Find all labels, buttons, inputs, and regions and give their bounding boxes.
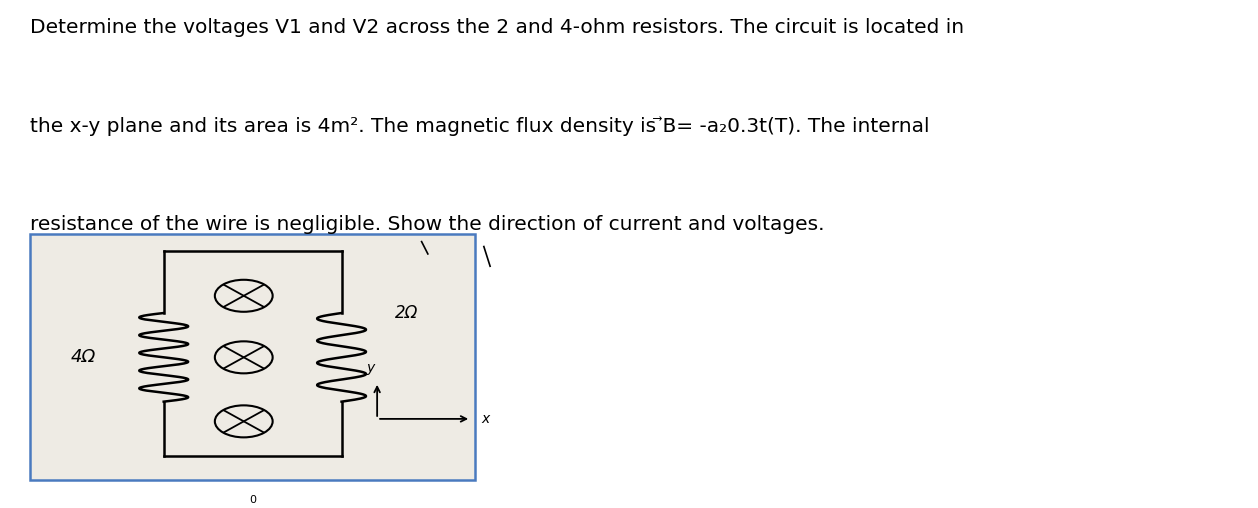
- Bar: [30, 234, 476, 481]
- Text: resistance of the wire is negligible. Show the direction of current and voltages: resistance of the wire is negligible. Sh…: [30, 214, 825, 234]
- Text: x: x: [481, 412, 489, 426]
- Text: y: y: [367, 361, 375, 374]
- Text: 0: 0: [249, 495, 257, 505]
- Text: Determine the voltages V1 and V2 across the 2 and 4-ohm resistors. The circuit i: Determine the voltages V1 and V2 across …: [30, 18, 965, 37]
- Text: the x-y plane and its area is 4m². The magnetic flux density is ⃗B= -a₂0.3t(T). : the x-y plane and its area is 4m². The m…: [30, 116, 930, 136]
- Text: 4Ω: 4Ω: [70, 348, 97, 366]
- Text: 2Ω: 2Ω: [395, 304, 419, 322]
